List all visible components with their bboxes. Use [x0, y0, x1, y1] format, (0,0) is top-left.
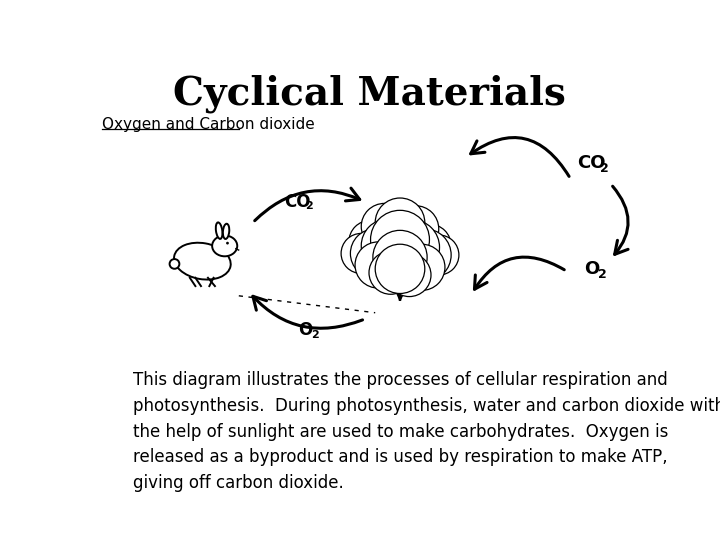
- Ellipse shape: [174, 243, 230, 280]
- Text: 2: 2: [311, 330, 319, 340]
- Circle shape: [398, 244, 445, 291]
- Circle shape: [226, 242, 229, 245]
- FancyArrowPatch shape: [253, 296, 363, 328]
- Circle shape: [373, 231, 427, 284]
- Circle shape: [387, 253, 431, 296]
- Circle shape: [418, 235, 459, 275]
- FancyArrowPatch shape: [474, 257, 564, 289]
- Text: O: O: [298, 321, 312, 340]
- Text: This diagram illustrates the processes of cellular respiration and
photosynthesi: This diagram illustrates the processes o…: [132, 372, 720, 492]
- Text: CO: CO: [284, 193, 311, 211]
- Ellipse shape: [223, 224, 229, 239]
- Circle shape: [341, 233, 382, 273]
- Text: CO: CO: [577, 154, 606, 172]
- FancyArrowPatch shape: [471, 138, 569, 177]
- Circle shape: [375, 244, 425, 294]
- Circle shape: [361, 219, 415, 273]
- Ellipse shape: [216, 222, 222, 239]
- Circle shape: [351, 229, 400, 278]
- Ellipse shape: [212, 235, 238, 256]
- Text: 2: 2: [598, 268, 607, 281]
- Circle shape: [408, 224, 451, 267]
- Circle shape: [170, 259, 179, 269]
- Text: O: O: [584, 260, 599, 278]
- Text: Cyclical Materials: Cyclical Materials: [173, 75, 565, 113]
- Circle shape: [349, 220, 392, 264]
- Circle shape: [392, 206, 438, 252]
- Circle shape: [355, 242, 402, 288]
- FancyArrowPatch shape: [255, 188, 360, 221]
- Circle shape: [369, 251, 413, 294]
- Circle shape: [375, 198, 425, 247]
- FancyArrowPatch shape: [613, 186, 628, 254]
- Circle shape: [398, 229, 451, 281]
- Text: 2: 2: [600, 162, 609, 176]
- Circle shape: [361, 204, 408, 249]
- Circle shape: [371, 211, 429, 269]
- Text: Oxygen and Carbon dioxide: Oxygen and Carbon dioxide: [102, 117, 315, 132]
- Circle shape: [384, 220, 439, 275]
- Text: 2: 2: [305, 201, 313, 212]
